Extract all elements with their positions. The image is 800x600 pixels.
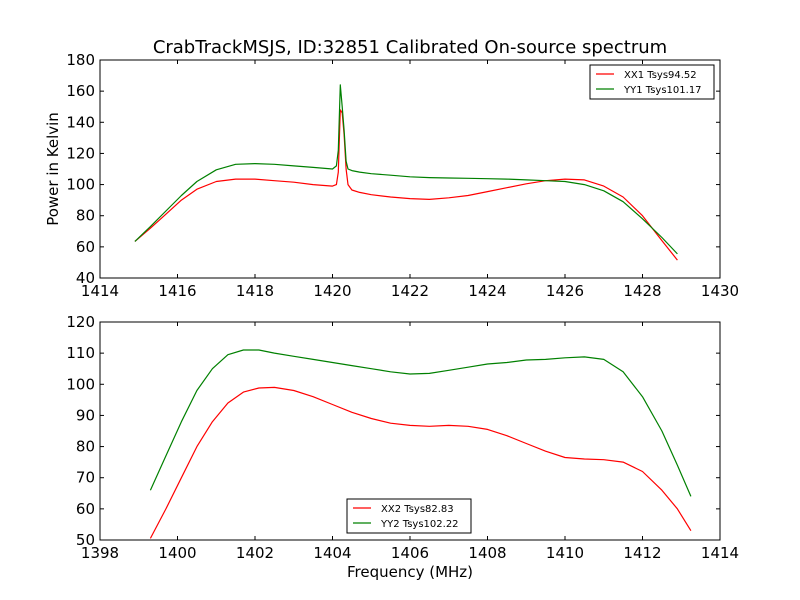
x-tick-label-1-3: 1404 — [313, 544, 351, 562]
series-line-1-0 — [149, 386, 692, 539]
y-tick-label-1-3: 80 — [76, 438, 95, 456]
x-tick-label-1-8: 1414 — [701, 544, 739, 562]
legend-label-xx2: XX2 Tsys82.83 — [381, 504, 454, 515]
legend-label-yy1: YY1 Tsys101.17 — [623, 85, 702, 96]
bottom-spectrum-panel: 1398 1400 1402 1404 1406 1408 1410 1412 1414 50 60… — [66, 313, 739, 581]
x-tick-label-0-7: 1428 — [623, 282, 661, 300]
x-tick-label-1-4: 1406 — [391, 544, 429, 562]
y-tick-label-0-6: 160 — [66, 82, 95, 100]
x-tick-label-0-3: 1420 — [313, 282, 351, 300]
y-tick-label-1-4: 90 — [76, 406, 95, 424]
y-tick-label-1-6: 110 — [66, 344, 95, 362]
x-tick-label-0-6: 1426 — [546, 282, 584, 300]
top-legend: XX1 Tsys94.52 YY1 Tsys101.17 — [589, 64, 715, 100]
x-tick-label-1-2: 1402 — [236, 544, 274, 562]
y-tick-label-1-1: 60 — [76, 500, 95, 518]
x-tick-label-0-2: 1418 — [236, 282, 274, 300]
y-tick-label-0-0: 40 — [76, 269, 95, 287]
bottom-xlabel: Frequency (MHz) — [347, 563, 473, 581]
y-tick-label-1-2: 70 — [76, 469, 95, 487]
y-tick-label-0-7: 180 — [66, 51, 95, 69]
x-tick-label-1-6: 1410 — [546, 544, 584, 562]
x-tick-label-1-0: 1398 — [81, 544, 119, 562]
y-tick-label-0-4: 120 — [66, 144, 95, 162]
bottom-series-group — [149, 349, 692, 539]
y-tick-label-1-7: 120 — [66, 313, 95, 331]
x-tick-label-0-1: 1416 — [158, 282, 196, 300]
y-tick-label-0-2: 80 — [76, 207, 95, 225]
top-ylabel: Power in Kelvin — [44, 112, 62, 226]
y-tick-label-0-5: 140 — [66, 113, 95, 131]
top-ticks-group: 1414 1416 1418 1420 1422 1424 1426 1428 1430 40 60… — [66, 51, 739, 300]
x-tick-label-0-4: 1422 — [391, 282, 429, 300]
legend-label-xx1: XX1 Tsys94.52 — [624, 70, 697, 81]
series-line-0-1 — [134, 84, 678, 255]
x-tick-label-0-5: 1424 — [468, 282, 506, 300]
y-tick-label-1-5: 100 — [66, 375, 95, 393]
series-line-0-0 — [134, 109, 678, 261]
top-spectrum-panel: 1414 1416 1418 1420 1422 1424 1426 1428 1430 40 60… — [44, 51, 739, 300]
x-tick-label-1-5: 1408 — [468, 544, 506, 562]
x-tick-label-1-1: 1400 — [158, 544, 196, 562]
y-tick-label-0-1: 60 — [76, 238, 95, 256]
series-line-1-1 — [149, 349, 692, 497]
x-tick-label-0-0: 1414 — [81, 282, 119, 300]
x-tick-label-0-8: 1430 — [701, 282, 739, 300]
y-tick-label-0-3: 100 — [66, 176, 95, 194]
y-tick-label-1-0: 50 — [76, 531, 95, 549]
legend-label-yy2: YY2 Tsys102.22 — [380, 519, 459, 530]
bottom-ticks-group: 1398 1400 1402 1404 1406 1408 1410 1412 1414 50 60… — [66, 313, 739, 562]
chart-title: CrabTrackMSJS, ID:32851 Calibrated On-so… — [153, 37, 667, 58]
bottom-legend-box — [346, 498, 472, 534]
x-tick-label-1-7: 1412 — [623, 544, 661, 562]
top-legend-box — [589, 64, 715, 100]
bottom-legend: XX2 Tsys82.83 YY2 Tsys102.22 — [346, 498, 472, 534]
top-series-group — [134, 84, 678, 261]
